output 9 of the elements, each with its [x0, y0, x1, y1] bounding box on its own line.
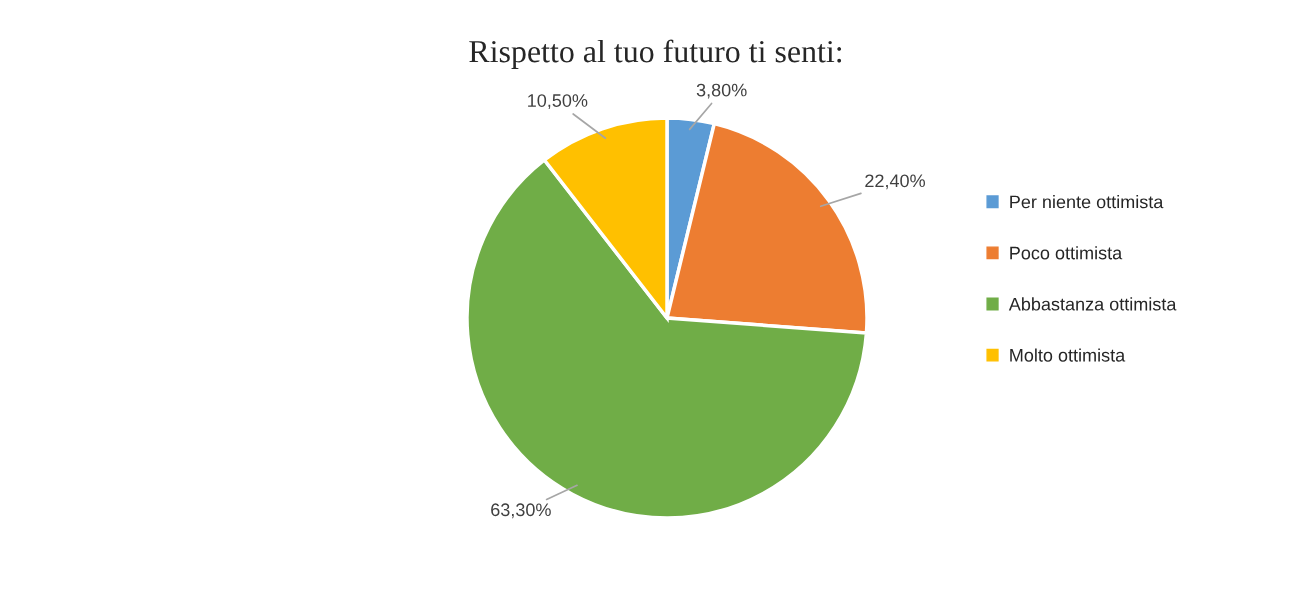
- data-label: 22,40%: [865, 174, 925, 190]
- data-label: 63,30%: [491, 503, 551, 519]
- data-label: 10,50%: [528, 94, 588, 110]
- legend-label: Abbastanza ottimista: [1008, 297, 1177, 311]
- chart-title: Rispetto al tuo futuro ti senti:: [469, 39, 842, 69]
- legend-label: Per niente ottimista: [1010, 195, 1164, 209]
- legend-label: Poco ottimista: [1010, 246, 1123, 260]
- data-label: 3,80%: [696, 83, 747, 99]
- legend-label: Molto ottimista: [1010, 348, 1126, 362]
